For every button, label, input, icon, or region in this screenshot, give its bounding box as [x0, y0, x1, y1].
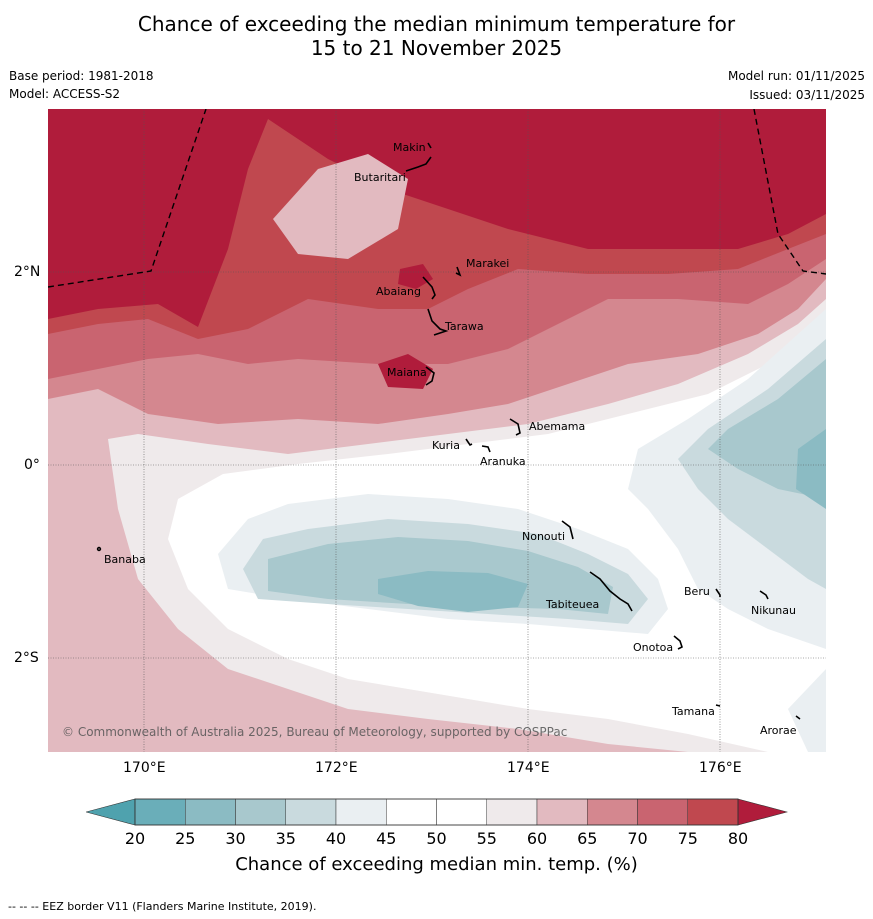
lat-label-0: 0° — [24, 457, 40, 473]
colorbar-tick-label: 80 — [727, 829, 749, 848]
colorbar-tick-label: 65 — [577, 829, 598, 848]
colorbar-tick-label: 20 — [124, 829, 146, 848]
island-tarawa — [427, 308, 449, 336]
band-30-35 — [708, 359, 826, 499]
colorbar-tick-label: 60 — [526, 829, 548, 848]
title-line-2: 15 to 21 November 2025 — [310, 36, 563, 60]
eez-border-west — [48, 109, 207, 288]
lon-label-176e: 176°E — [699, 760, 742, 776]
eez-footnote: -- -- -- EEZ border V11 (Flanders Marine… — [8, 900, 317, 913]
lon-label-174e: 174°E — [507, 760, 550, 776]
island-abaiang — [422, 276, 436, 300]
label-tarawa: Tarawa — [444, 320, 484, 333]
label-arorae: Arorae — [760, 724, 797, 737]
label-banaba: Banaba — [104, 553, 146, 566]
colorbar-cell — [536, 798, 588, 826]
colorbar — [86, 798, 788, 826]
colorbar-cell — [335, 798, 387, 826]
colorbar-cell — [587, 798, 638, 826]
map-title: Chance of exceeding the median minimum t… — [0, 12, 873, 60]
island-tabiteuea — [589, 571, 633, 612]
lat-label-2s: 2°S — [14, 650, 39, 666]
label-maiana: Maiana — [387, 366, 427, 379]
eez-borders — [48, 109, 826, 288]
band-above-80-maiana — [378, 354, 433, 389]
label-nikunau: Nikunau — [751, 604, 796, 617]
island-butaritari — [405, 156, 432, 172]
label-butaritari: Butaritari — [354, 171, 406, 184]
colorbar-cell — [235, 798, 286, 826]
colorbar-tick-label: 55 — [476, 829, 497, 848]
band-60-65-north — [273, 154, 408, 259]
island-maiana — [425, 366, 435, 386]
title-line-1: Chance of exceeding the median minimum t… — [137, 12, 736, 36]
label-tamana: Tamana — [671, 705, 715, 718]
colorbar-tick-label: 45 — [376, 829, 397, 848]
label-beru: Beru — [684, 585, 710, 598]
island-banaba — [96, 546, 102, 552]
colorbar-cell — [687, 798, 739, 826]
colorbar-cell — [486, 798, 538, 826]
label-makin: Makin — [393, 141, 426, 154]
colorbar-title: Chance of exceeding median min. temp. (%… — [235, 854, 638, 875]
colorbar-cells — [134, 798, 739, 826]
label-kuria: Kuria — [432, 439, 460, 452]
island-nonouti — [561, 520, 574, 540]
colorbar-cell — [386, 798, 437, 826]
graticule — [48, 109, 826, 752]
band-above-80-abaiang — [398, 264, 433, 289]
island-kuria — [465, 438, 473, 447]
colorbar-tick-label: 40 — [325, 829, 347, 848]
colorbar-high-arrow — [737, 798, 788, 826]
colorbar-low-arrow — [86, 798, 136, 826]
model-name: Model: ACCESS-S2 — [9, 87, 121, 101]
copyright-notice: © Commonwealth of Australia 2025, Bureau… — [62, 725, 567, 739]
forecast-map: Makin Butaritari Marakei Abaiang Tarawa … — [48, 109, 826, 752]
colorbar-tick-label: 25 — [175, 829, 196, 848]
colorbar-cell — [285, 798, 337, 826]
island-onotoa — [673, 635, 683, 650]
islands — [96, 142, 801, 720]
label-abaiang: Abaiang — [376, 285, 421, 298]
issued-date: Issued: 03/11/2025 — [749, 88, 865, 102]
island-arorae — [795, 715, 801, 720]
label-aranuka: Aranuka — [480, 455, 526, 468]
island-abemama — [509, 418, 521, 436]
lon-label-172e: 172°E — [315, 760, 358, 776]
island-aranuka — [481, 445, 491, 453]
colorbar-tick-label: 75 — [677, 829, 698, 848]
colorbar-tick-label: 30 — [225, 829, 246, 848]
colorbar-tick-label: 70 — [627, 829, 648, 848]
colorbar-cell — [185, 798, 236, 826]
model-run: Model run: 01/11/2025 — [727, 69, 865, 83]
band-25-30 — [796, 429, 826, 509]
lon-label-170e: 170°E — [123, 760, 166, 776]
base-period: Base period: 1981-2018 — [9, 69, 154, 83]
label-marakei: Marakei — [466, 257, 509, 270]
island-nikunau — [759, 590, 769, 600]
colorbar-tick-label: 35 — [275, 829, 296, 848]
colorbar-frame — [134, 798, 739, 826]
label-tabiteuea: Tabiteuea — [545, 598, 599, 611]
colorbar-cell — [436, 798, 487, 826]
island-beru — [715, 588, 721, 597]
eez-border-east — [753, 109, 826, 275]
colorbar-cell — [637, 798, 688, 826]
band-40-45-south — [788, 669, 826, 752]
island-makin — [427, 142, 432, 149]
label-onotoa: Onotoa — [633, 641, 673, 654]
colorbar-cell — [134, 798, 186, 826]
lat-label-2n: 2°N — [14, 264, 41, 280]
label-nonouti: Nonouti — [522, 530, 565, 543]
island-tamana — [715, 704, 721, 707]
label-abemama: Abemama — [529, 420, 585, 433]
island-marakei — [455, 266, 462, 277]
place-labels: Makin Butaritari Marakei Abaiang Tarawa … — [104, 141, 797, 737]
colorbar-tick-label: 50 — [426, 829, 447, 848]
band-25-30-center — [378, 571, 528, 612]
